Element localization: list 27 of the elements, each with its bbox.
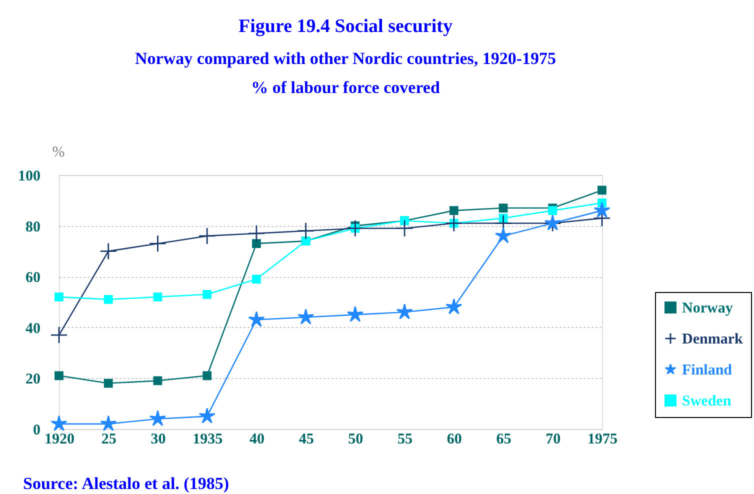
x-tick-label: 50 [348, 432, 364, 448]
x-tick-label: 70 [546, 432, 561, 448]
y-axis-title: % [52, 144, 65, 160]
x-tick-label: 1935 [192, 432, 223, 448]
legend-label: Norway [682, 300, 734, 316]
legend-label: Denmark [682, 332, 744, 348]
x-tick-label: 25 [101, 432, 116, 448]
x-tick-label: 45 [298, 432, 314, 448]
legend-label: Finland [682, 362, 733, 378]
legend-label: Sweden [682, 394, 732, 410]
x-tick-label: 30 [150, 432, 166, 448]
chart-title: Figure 19.4 Social security [238, 16, 453, 37]
x-tick-label: 65 [496, 432, 512, 448]
x-tick-label: 1920 [44, 432, 74, 448]
text: % of labour force covered [251, 78, 440, 97]
text: Norway compared with other Nordic countries, 1920-1975 [134, 49, 556, 68]
y-tick-label: 40 [26, 320, 40, 337]
y-tick-label: 100 [18, 168, 40, 184]
y-tick-label: 0 [33, 422, 40, 438]
x-tick-label: 1975 [588, 432, 618, 448]
y-tick-label: 60 [26, 270, 40, 286]
y-tick-label: 20 [26, 372, 40, 388]
source-note: Source: Alestalo et al. (1985) [23, 474, 230, 493]
x-tick-label: 55 [398, 432, 413, 448]
y-tick-label: 80 [26, 219, 40, 236]
x-tick-label: 60 [446, 432, 462, 448]
x-tick-label: 40 [249, 432, 264, 448]
